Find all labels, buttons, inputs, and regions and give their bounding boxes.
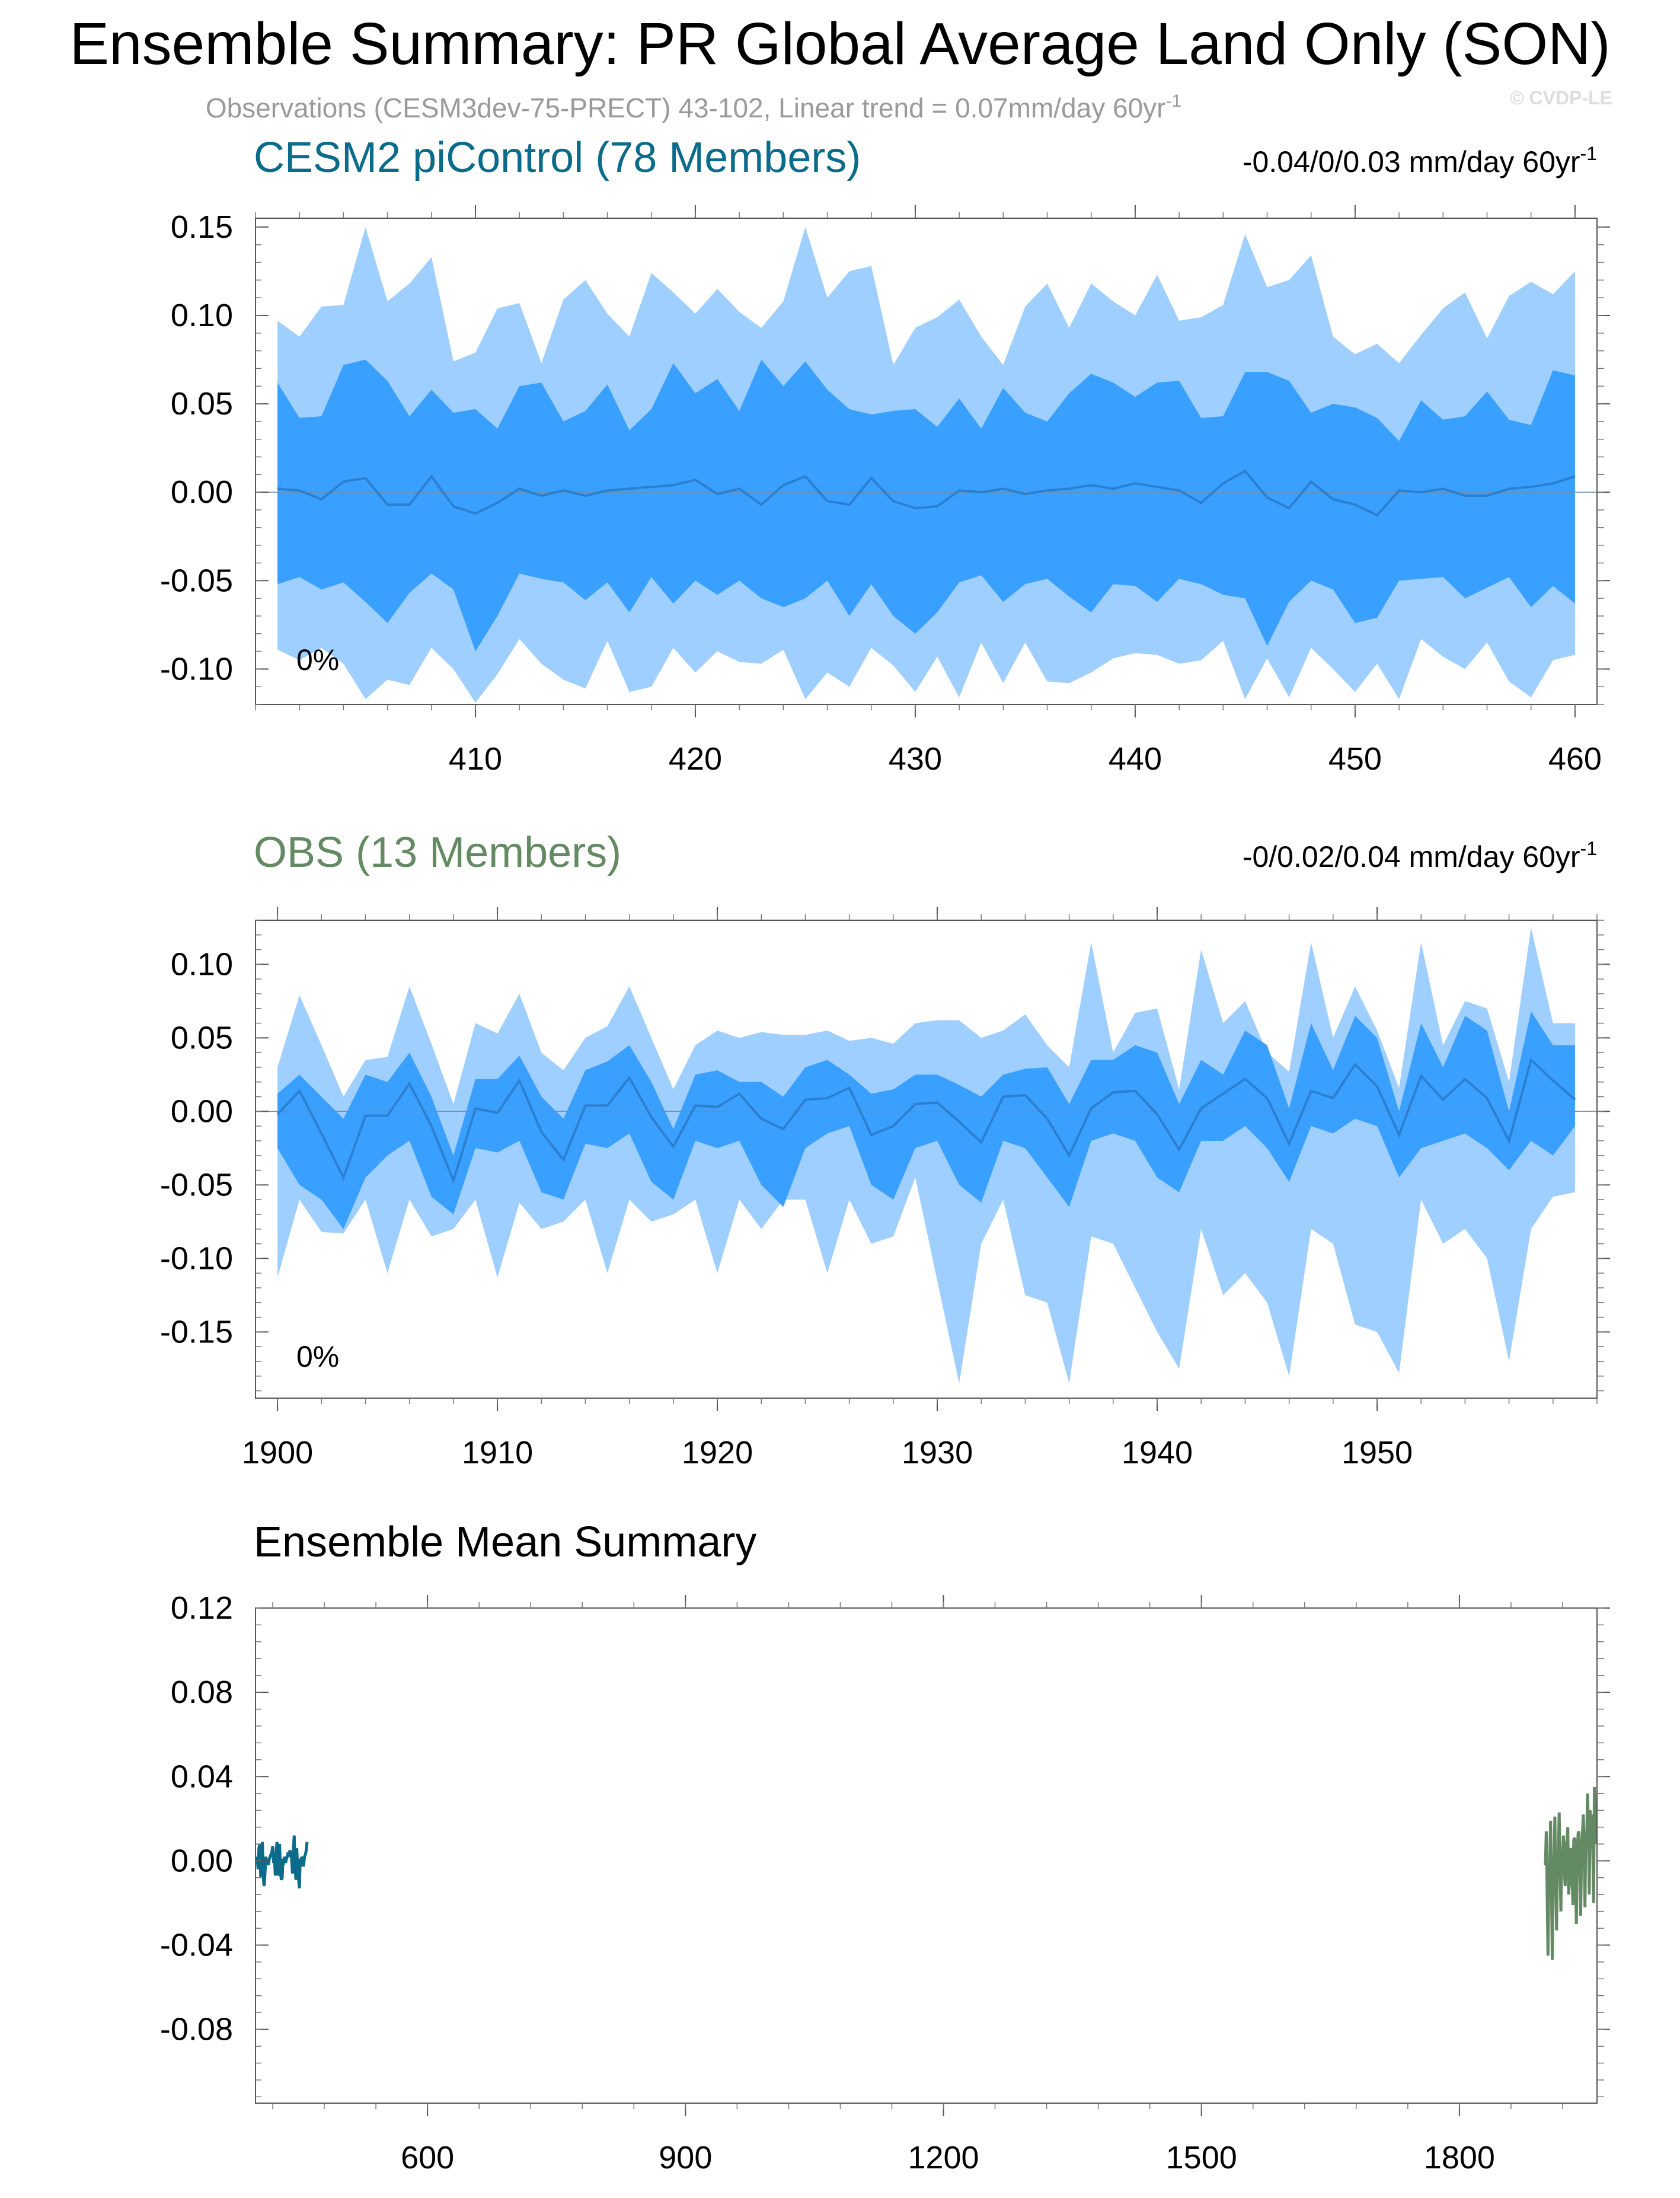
figure-title: Ensemble Summary: PR Global Average Land…: [69, 11, 1610, 77]
obs-trend-text: -0/0.02/0.04 mm/day 60yr: [1243, 840, 1580, 873]
cesm-xtick-label: 420: [669, 741, 722, 777]
subtitle-superscript: -1: [1165, 91, 1181, 111]
cesm-xtick-label: 430: [889, 741, 942, 777]
cesm-ytick-label: 0.05: [171, 386, 233, 422]
obs-trend-label: -0/0.02/0.04 mm/day 60yr-1: [1243, 838, 1597, 873]
obs-panel: 0.10 0.05 0.00 -0.05 -0.10 -0.15 1900 1910 1920 1…: [160, 907, 1610, 1470]
cesm-ytick-label: 0.15: [171, 209, 233, 245]
cesm-panel: 0.15 0.10 0.05 0.00 -0.05 -0.10 410 420 430 440 45…: [160, 205, 1610, 777]
figure-subtitle: Observations (CESM3dev-75-PRECT) 43-102,…: [206, 91, 1181, 123]
cesm-xtick-label: 410: [449, 741, 502, 777]
obs-ytick-label: -0.10: [160, 1240, 233, 1276]
obs-xtick-label: 1940: [1122, 1435, 1193, 1470]
summary-ytick-label: -0.04: [160, 1928, 233, 1963]
cesm-plot-frame: [255, 218, 1598, 705]
obs-xtick-label: 1900: [242, 1435, 313, 1470]
subtitle-text: Observations (CESM3dev-75-PRECT) 43-102,…: [206, 92, 1166, 123]
obs-ytick-label: 0.10: [171, 946, 233, 982]
summary-ytick-label: 0.00: [171, 1843, 233, 1878]
cesm-ytick-label: -0.05: [160, 563, 233, 598]
cesm-xtick-label: 440: [1109, 741, 1162, 777]
cesm-ensemble-mean-line: [277, 469, 1576, 517]
summary-xtick-label: 1800: [1424, 2140, 1495, 2175]
cesm-ytick-label: 0.00: [171, 474, 233, 510]
cesm-trend-superscript: -1: [1580, 143, 1597, 164]
summary-ytick-label: 0.04: [171, 1759, 233, 1794]
summary-ytick-label: -0.08: [160, 2012, 233, 2047]
cesm-percent-label: 0%: [296, 643, 339, 677]
summary-panel: 0.12 0.08 0.04 0.00 -0.04 -0.08 600 900 1200 1500…: [160, 1590, 1610, 2175]
summary-panel-title: Ensemble Mean Summary: [254, 1518, 756, 1566]
cesm-trend-text: -0.04/0/0.03 mm/day 60yr: [1243, 145, 1580, 178]
watermark: © CVDP-LE: [1510, 87, 1612, 109]
cesm-xtick-label: 450: [1328, 741, 1382, 777]
obs-ytick-label: -0.05: [160, 1167, 233, 1202]
obs-ytick-label: 0.00: [171, 1093, 233, 1129]
obs-xtick-label: 1910: [462, 1435, 533, 1470]
cesm-trend-label: -0.04/0/0.03 mm/day 60yr-1: [1243, 143, 1597, 178]
obs-inner-band-area: [277, 1011, 1575, 1229]
obs-plot-frame: [255, 920, 1598, 1399]
cesm-ytick-label: -0.10: [160, 651, 233, 687]
obs-mean-summary-line: [1544, 1787, 1598, 1960]
summary-xtick-label: 900: [659, 2140, 712, 2175]
obs-xtick-label: 1920: [682, 1435, 753, 1470]
cesm-inner-band-area: [277, 359, 1575, 652]
cesm-ytick-label: 0.10: [171, 298, 233, 333]
obs-xtick-label: 1950: [1342, 1435, 1413, 1470]
obs-percent-label: 0%: [296, 1340, 339, 1373]
obs-ytick-label: -0.15: [160, 1314, 233, 1350]
cesm-xtick-label: 460: [1548, 741, 1602, 777]
cesm-panel-title: CESM2 piControl (78 Members): [254, 134, 861, 181]
summary-plot-frame: [255, 1607, 1598, 2104]
obs-xtick-label: 1930: [902, 1435, 973, 1470]
cesm-mean-summary-line: [255, 1835, 309, 1888]
summary-ytick-label: 0.12: [171, 1590, 233, 1626]
obs-ensemble-mean-line: [276, 1057, 1576, 1184]
obs-panel-title: OBS (13 Members): [254, 829, 621, 876]
summary-xtick-label: 600: [401, 2140, 454, 2175]
obs-trend-superscript: -1: [1580, 838, 1597, 859]
obs-ytick-label: 0.05: [171, 1020, 233, 1055]
summary-xtick-label: 1500: [1166, 2140, 1237, 2175]
summary-xtick-label: 1200: [908, 2140, 979, 2175]
summary-ytick-label: 0.08: [171, 1674, 233, 1710]
